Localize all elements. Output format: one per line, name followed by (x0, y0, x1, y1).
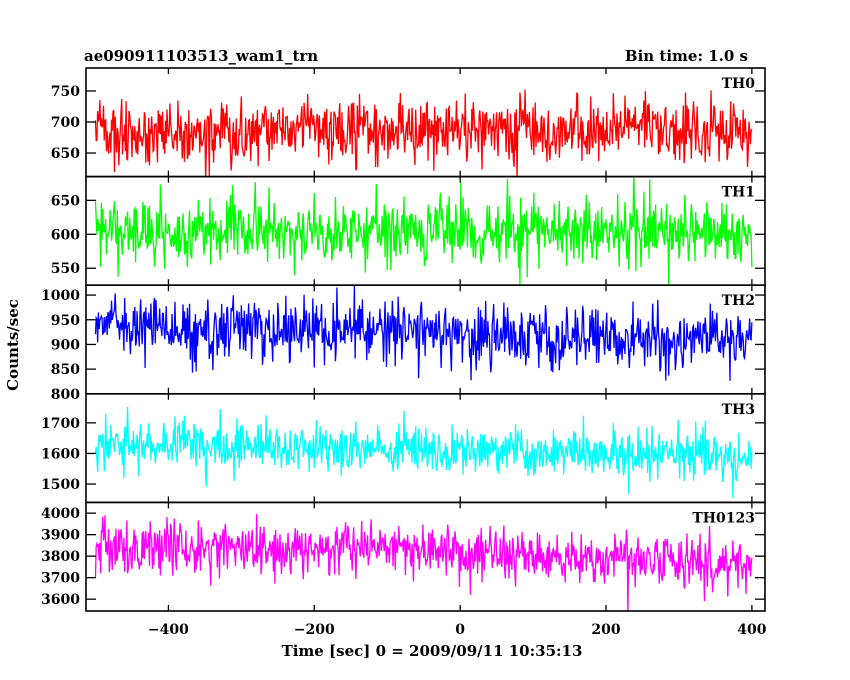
y-tick-label: 1700 (41, 416, 80, 432)
panel-label-th0123: TH0123 (692, 510, 755, 526)
panel-th1: 550 600 650 TH1 (51, 175, 766, 287)
x-tick-label: −200 (294, 622, 335, 638)
chart-title-right: Bin time: 1.0 s (625, 47, 748, 65)
x-tick-label: 0 (455, 622, 465, 638)
y-tick-label: 950 (51, 313, 80, 329)
y-tick-label: 550 (51, 261, 80, 277)
y-tick-label: 850 (51, 362, 80, 378)
y-tick-label: 3700 (41, 571, 80, 587)
series-th1-line (94, 176, 753, 286)
y-tick-label: 800 (51, 387, 80, 403)
series-th3-line (94, 406, 753, 499)
y-tick-label: 900 (51, 337, 80, 353)
panel-th0123: 3600 3700 3800 3900 4000 TH0123 (41, 501, 766, 612)
x-tick-label: 200 (591, 622, 620, 638)
y-tick-label: 600 (51, 227, 80, 243)
y-tick-label: 3800 (41, 549, 80, 565)
series-th0123-line (94, 514, 753, 611)
panel-th3: 1500 1600 1700 TH3 (41, 392, 766, 504)
y-tick-label: 1500 (41, 477, 80, 493)
y-axis-label: Counts/sec (4, 299, 22, 391)
y-tick-label: 700 (51, 115, 80, 131)
panel-th0: 650 700 750 TH0 (51, 67, 766, 178)
x-tick-labels: −400 −200 0 200 400 (148, 622, 767, 638)
y-tick-label: 1600 (41, 446, 80, 462)
x-axis-label: Time [sec] 0 = 2009/09/11 10:35:13 (282, 642, 583, 660)
panel-label-th3: TH3 (722, 402, 755, 418)
y-tick-label: 3600 (41, 592, 80, 608)
panel-label-th1: TH1 (722, 185, 755, 201)
panel-th2: 800 850 900 950 1000 TH2 (41, 284, 766, 403)
y-tick-label: 4000 (41, 506, 80, 522)
y-tick-label: 650 (51, 193, 80, 209)
series-th2-line (94, 285, 753, 381)
y-tick-label: 650 (51, 146, 80, 162)
x-tick-label: −400 (148, 622, 189, 638)
y-tick-label: 750 (51, 84, 80, 100)
chart-panels: 650 700 750 TH0 550 600 650 TH1 800 850 900 950 1000… (41, 67, 766, 612)
x-tick-label: 400 (737, 622, 766, 638)
y-tick-label: 1000 (41, 288, 80, 304)
y-tick-label: 3900 (41, 528, 80, 544)
chart-title-left: ae090911103513_wam1_trn (84, 47, 318, 65)
series-th0-line (94, 89, 753, 177)
panel-label-th2: TH2 (722, 293, 755, 309)
panel-label-th0: TH0 (722, 76, 756, 92)
